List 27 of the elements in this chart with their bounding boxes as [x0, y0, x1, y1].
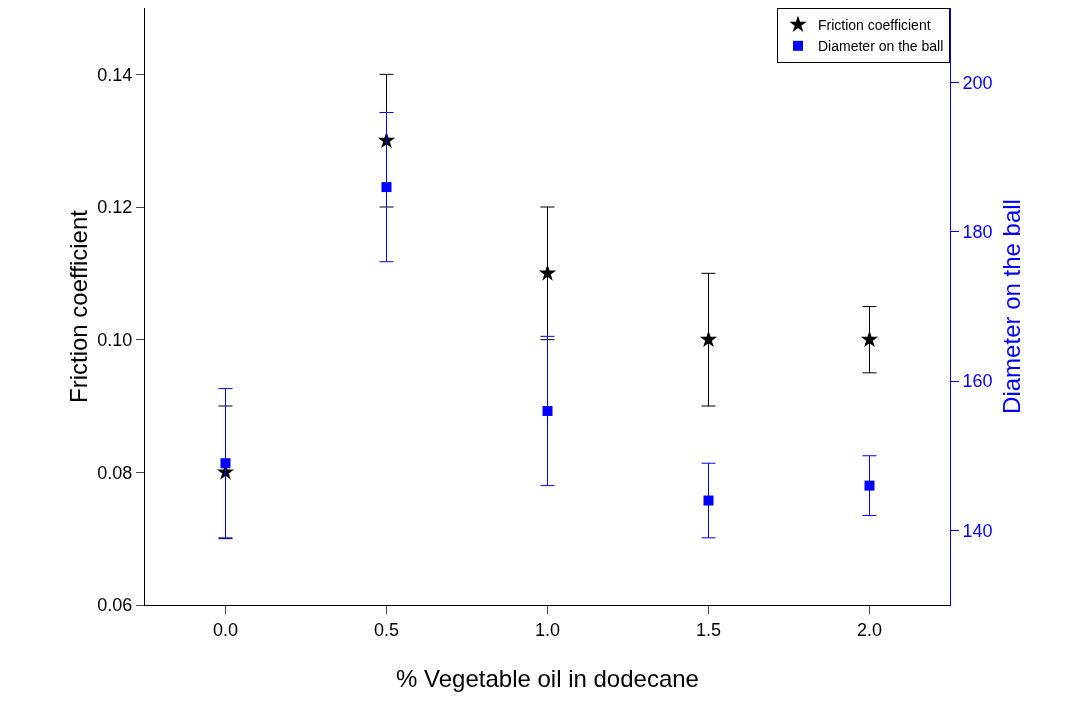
- y-tick-label: 0.10: [97, 329, 133, 350]
- x-tick-label: 1.5: [695, 619, 722, 640]
- point: [220, 458, 231, 469]
- y2-tick-label: 160: [962, 371, 993, 392]
- y-tick-label: 0.08: [97, 462, 133, 483]
- y2-tick-label: 200: [962, 72, 993, 93]
- y2-tick-label: 140: [962, 520, 993, 541]
- point: [864, 480, 875, 491]
- x-tick-label: 0.5: [373, 619, 400, 640]
- x-tick-label: 0.0: [212, 619, 239, 640]
- point: [538, 264, 557, 281]
- legend-label: Friction coefficient: [818, 17, 931, 34]
- y-axis-title: Friction coefficient: [65, 209, 92, 403]
- point: [542, 405, 553, 416]
- x-tick-label: 1.0: [534, 619, 561, 640]
- point: [699, 330, 718, 348]
- x-tick-label: 2.0: [856, 619, 883, 640]
- y-tick-label: 0.06: [97, 595, 133, 616]
- x-axis-title: % Vegetable oil in dodecane: [396, 665, 699, 692]
- point: [860, 330, 879, 348]
- y-tick-label: 0.14: [97, 64, 133, 85]
- y-tick-label: 0.12: [97, 197, 133, 218]
- legend-label: Diameter on the ball: [818, 38, 944, 55]
- y2-tick-label: 180: [962, 222, 993, 243]
- point: [703, 495, 714, 506]
- y2-axis-title: Diameter on the ball: [998, 199, 1025, 414]
- point: [381, 182, 392, 193]
